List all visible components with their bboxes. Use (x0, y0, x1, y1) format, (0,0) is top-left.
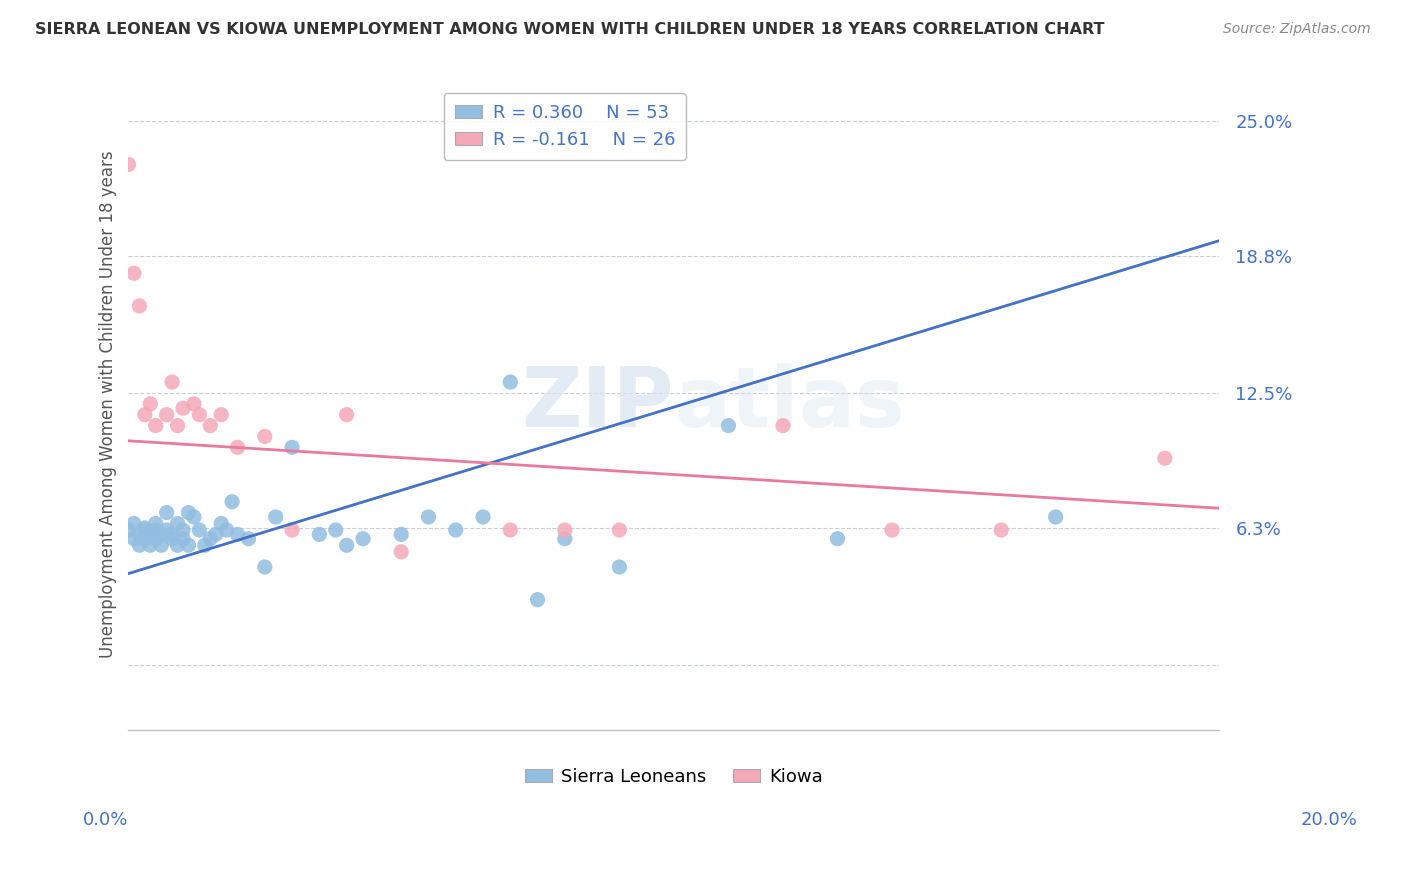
Point (772, 418, 794, 433)
Point (253, 429, 276, 443)
Point (172, 532, 194, 546)
Text: ZIP: ZIP (522, 363, 673, 444)
Point (166, 418, 188, 433)
Point (145, 418, 167, 433)
Point (160, 532, 183, 546)
Point (183, 397, 205, 411)
Text: atlas: atlas (673, 363, 904, 444)
Point (134, 523, 156, 537)
Point (156, 523, 179, 537)
Point (128, 299, 150, 313)
Point (418, 510, 440, 524)
Point (139, 397, 162, 411)
Text: 0.0%: 0.0% (83, 811, 128, 829)
Point (188, 523, 211, 537)
Point (156, 506, 179, 520)
Point (188, 408, 211, 422)
Point (150, 527, 173, 541)
Point (472, 510, 495, 524)
Text: Source: ZipAtlas.com: Source: ZipAtlas.com (1223, 22, 1371, 37)
Point (200, 418, 222, 433)
Point (554, 523, 576, 537)
Point (526, 592, 548, 607)
Point (281, 440, 304, 454)
Point (336, 408, 359, 422)
Point (325, 523, 347, 537)
Point (609, 560, 631, 574)
Point (990, 523, 1012, 537)
Point (1153, 451, 1175, 466)
Point (128, 538, 150, 552)
Point (264, 510, 287, 524)
Point (160, 375, 183, 389)
Point (308, 527, 330, 541)
Point (150, 538, 173, 552)
Y-axis label: Unemployment Among Women with Children Under 18 years: Unemployment Among Women with Children U… (100, 150, 117, 657)
Point (221, 494, 243, 508)
Point (122, 532, 145, 546)
Point (139, 538, 162, 552)
Point (880, 523, 903, 537)
Point (499, 523, 522, 537)
Point (134, 521, 156, 535)
Point (172, 401, 194, 416)
Point (209, 516, 232, 531)
Point (139, 527, 162, 541)
Point (444, 523, 467, 537)
Point (238, 532, 260, 546)
Point (209, 408, 232, 422)
Point (128, 527, 150, 541)
Point (145, 532, 167, 546)
Legend: Sierra Leoneans, Kiowa: Sierra Leoneans, Kiowa (517, 761, 831, 793)
Point (204, 527, 226, 541)
Point (554, 532, 576, 546)
Point (226, 440, 249, 454)
Point (253, 560, 276, 574)
Point (336, 538, 359, 552)
Point (117, 157, 139, 171)
Point (134, 408, 156, 422)
Point (194, 538, 217, 552)
Point (166, 516, 188, 531)
Point (389, 527, 412, 541)
Point (215, 523, 238, 537)
Point (177, 538, 200, 552)
Point (226, 527, 249, 541)
Point (122, 266, 145, 280)
Text: 20.0%: 20.0% (1301, 811, 1357, 829)
Point (160, 527, 183, 541)
Point (281, 523, 304, 537)
Point (166, 538, 188, 552)
Point (183, 510, 205, 524)
Point (1045, 510, 1067, 524)
Point (172, 523, 194, 537)
Point (134, 532, 156, 546)
Point (156, 408, 179, 422)
Point (827, 532, 849, 546)
Point (609, 523, 631, 537)
Point (352, 532, 374, 546)
Point (717, 418, 740, 433)
Point (145, 516, 167, 531)
Point (145, 523, 167, 537)
Point (499, 375, 522, 389)
Point (200, 532, 222, 546)
Point (122, 516, 145, 531)
Point (117, 523, 139, 537)
Point (177, 506, 200, 520)
Point (389, 545, 412, 559)
Text: SIERRA LEONEAN VS KIOWA UNEMPLOYMENT AMONG WOMEN WITH CHILDREN UNDER 18 YEARS CO: SIERRA LEONEAN VS KIOWA UNEMPLOYMENT AMO… (35, 22, 1105, 37)
